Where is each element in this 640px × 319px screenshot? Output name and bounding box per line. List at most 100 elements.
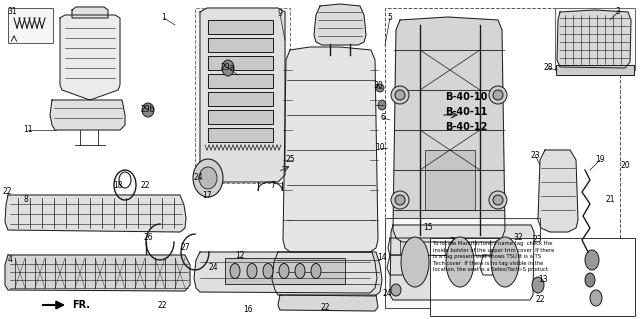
Ellipse shape — [493, 195, 503, 205]
Ellipse shape — [142, 103, 154, 117]
Text: 6: 6 — [381, 114, 385, 122]
Ellipse shape — [401, 237, 429, 287]
Polygon shape — [194, 252, 377, 293]
Bar — [208, 110, 273, 124]
Polygon shape — [278, 295, 378, 311]
Text: 24: 24 — [382, 288, 392, 298]
Ellipse shape — [493, 90, 503, 100]
Ellipse shape — [295, 263, 305, 278]
Ellipse shape — [222, 60, 234, 76]
Ellipse shape — [585, 273, 595, 287]
Text: 20: 20 — [620, 160, 630, 169]
Ellipse shape — [376, 84, 384, 92]
Text: 26: 26 — [143, 234, 153, 242]
Bar — [425, 150, 475, 210]
Ellipse shape — [391, 191, 409, 209]
Bar — [208, 74, 273, 88]
Text: 22: 22 — [535, 294, 545, 303]
Polygon shape — [314, 4, 366, 45]
Ellipse shape — [263, 263, 273, 278]
Text: 5: 5 — [388, 13, 392, 23]
Text: 17: 17 — [202, 190, 212, 199]
Text: 28: 28 — [543, 63, 553, 72]
Text: 3: 3 — [616, 8, 620, 17]
Polygon shape — [390, 225, 534, 300]
Bar — [430, 238, 635, 316]
Text: 4: 4 — [8, 256, 12, 264]
Ellipse shape — [395, 90, 405, 100]
Polygon shape — [283, 47, 378, 252]
Text: 27: 27 — [180, 243, 190, 253]
Text: 11: 11 — [23, 125, 33, 135]
Ellipse shape — [199, 167, 217, 189]
Text: 24: 24 — [208, 263, 218, 272]
Text: 22: 22 — [320, 303, 330, 313]
Bar — [208, 128, 273, 142]
Bar — [208, 92, 273, 106]
Polygon shape — [5, 195, 186, 232]
Text: 21: 21 — [605, 196, 615, 204]
Ellipse shape — [279, 263, 289, 278]
Text: B-40-10: B-40-10 — [445, 92, 488, 102]
Ellipse shape — [489, 86, 507, 104]
Text: 7: 7 — [449, 238, 454, 247]
Text: 15: 15 — [423, 224, 433, 233]
Bar — [385, 8, 620, 250]
Text: 7: 7 — [271, 181, 275, 189]
Bar — [195, 8, 290, 183]
Ellipse shape — [489, 191, 507, 209]
Bar — [8, 8, 53, 43]
Ellipse shape — [590, 290, 602, 306]
Polygon shape — [5, 255, 190, 291]
Bar — [208, 56, 273, 70]
Text: 30: 30 — [373, 80, 383, 90]
Text: 19: 19 — [595, 155, 605, 165]
Ellipse shape — [391, 86, 409, 104]
Polygon shape — [388, 238, 503, 256]
Bar — [225, 258, 345, 284]
Text: FR.: FR. — [72, 300, 90, 310]
Ellipse shape — [378, 100, 386, 110]
Bar — [385, 218, 540, 308]
Text: To locate Manufacturers name tag  check the
inside bolster of the upper trim cov: To locate Manufacturers name tag check t… — [433, 241, 554, 272]
Polygon shape — [393, 17, 505, 242]
Text: 10: 10 — [375, 144, 385, 152]
Text: 23: 23 — [530, 151, 540, 160]
Text: 23: 23 — [532, 235, 542, 244]
Ellipse shape — [446, 237, 474, 287]
Text: 31: 31 — [7, 8, 17, 17]
Ellipse shape — [532, 277, 544, 293]
Text: 18: 18 — [113, 181, 123, 189]
Polygon shape — [50, 100, 125, 130]
Bar — [555, 8, 635, 70]
Text: 16: 16 — [243, 306, 253, 315]
Polygon shape — [538, 150, 578, 232]
Ellipse shape — [391, 284, 401, 296]
Text: 24: 24 — [193, 174, 203, 182]
Bar — [208, 20, 273, 34]
Text: 13: 13 — [538, 276, 548, 285]
Polygon shape — [387, 255, 418, 275]
Text: 25: 25 — [285, 155, 295, 165]
Text: 1: 1 — [162, 13, 166, 23]
Polygon shape — [480, 255, 511, 275]
Text: 29a: 29a — [221, 63, 235, 72]
Polygon shape — [200, 8, 285, 182]
Text: 14: 14 — [377, 254, 387, 263]
Polygon shape — [60, 15, 120, 100]
Text: 8: 8 — [24, 196, 28, 204]
Ellipse shape — [311, 263, 321, 278]
Ellipse shape — [585, 250, 599, 270]
Ellipse shape — [491, 237, 519, 287]
Text: 22: 22 — [157, 300, 167, 309]
Text: 9: 9 — [278, 10, 282, 19]
Text: 32: 32 — [513, 234, 523, 242]
Ellipse shape — [395, 195, 405, 205]
Bar — [556, 65, 634, 75]
Polygon shape — [557, 10, 631, 68]
Text: B-40-11: B-40-11 — [445, 107, 488, 117]
Ellipse shape — [193, 159, 223, 197]
Text: 22: 22 — [140, 181, 150, 189]
Text: 12: 12 — [236, 251, 244, 261]
Polygon shape — [272, 252, 382, 296]
